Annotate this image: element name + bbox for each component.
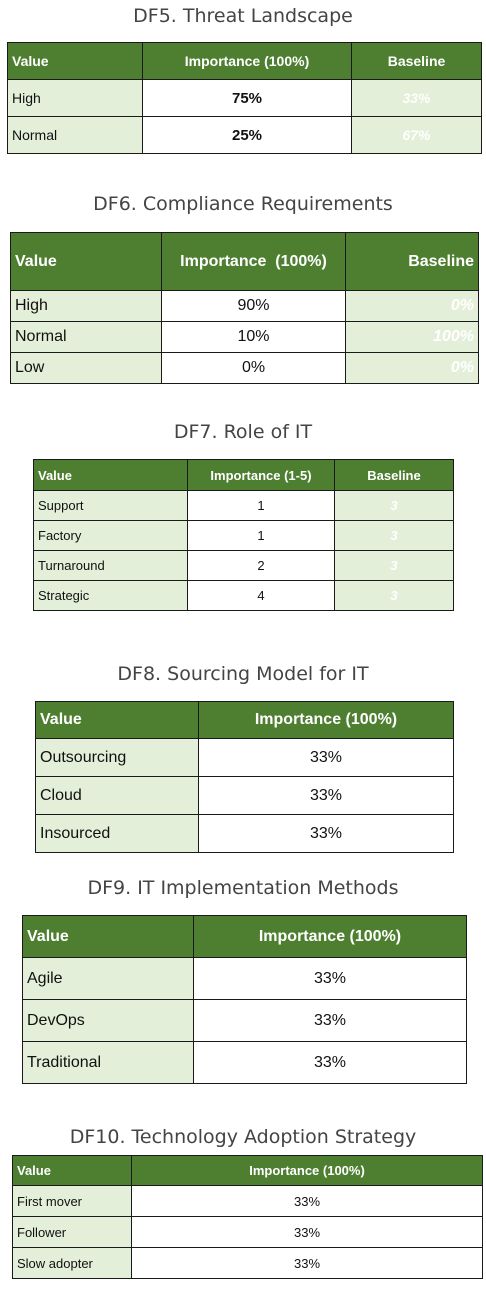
table-header-row: Value Importance (100%) Baseline xyxy=(7,42,482,80)
header-value: Value xyxy=(10,232,162,291)
df6-table: Value Importance (100%) Baseline High 90… xyxy=(10,232,479,384)
row-label: Support xyxy=(33,490,188,521)
table-row: High 75% 33% xyxy=(7,79,482,117)
header-value: Value xyxy=(35,701,199,739)
df5-title: DF5. Threat Landscape xyxy=(133,5,353,27)
header-value: Value xyxy=(22,915,194,958)
row-label: High xyxy=(10,290,162,322)
row-baseline: 0% xyxy=(345,352,479,384)
row-importance: 90% xyxy=(161,290,346,322)
row-label: Normal xyxy=(7,116,143,154)
table-row: Agile 33% xyxy=(22,957,467,1000)
header-baseline: Baseline xyxy=(345,232,479,291)
table-row: Cloud 33% xyxy=(35,776,454,815)
table-row: Follower 33% xyxy=(12,1216,483,1248)
table-row: Outsourcing 33% xyxy=(35,738,454,777)
row-label: Factory xyxy=(33,520,188,551)
table-row: Normal 25% 67% xyxy=(7,116,482,154)
row-importance: 33% xyxy=(131,1216,483,1248)
row-importance: 1 xyxy=(187,490,335,521)
row-importance: 4 xyxy=(187,580,335,611)
table-header-row: Value Importance (100%) Baseline xyxy=(10,232,479,291)
row-label: Slow adopter xyxy=(12,1247,132,1279)
row-label: DevOps xyxy=(22,999,194,1042)
table-row: High 90% 0% xyxy=(10,290,479,322)
row-importance: 1 xyxy=(187,520,335,551)
table-header-row: Value Importance (100%) xyxy=(22,915,467,958)
header-baseline: Baseline xyxy=(351,42,482,80)
row-importance: 75% xyxy=(142,79,352,117)
row-importance: 33% xyxy=(131,1185,483,1217)
row-baseline: 3 xyxy=(334,490,454,521)
row-label: Cloud xyxy=(35,776,199,815)
table-row: DevOps 33% xyxy=(22,999,467,1042)
row-label: Agile xyxy=(22,957,194,1000)
table-row: Turnaround 2 3 xyxy=(33,550,454,581)
table-row: Support 1 3 xyxy=(33,490,454,521)
table-row: First mover 33% xyxy=(12,1185,483,1217)
table-row: Insourced 33% xyxy=(35,814,454,853)
header-importance: Importance (100%) xyxy=(198,701,454,739)
df10-table: Value Importance (100%) First mover 33% … xyxy=(12,1155,483,1279)
row-baseline: 67% xyxy=(351,116,482,154)
row-baseline: 3 xyxy=(334,520,454,551)
row-importance: 33% xyxy=(193,1041,467,1084)
table-row: Traditional 33% xyxy=(22,1041,467,1084)
row-label: First mover xyxy=(12,1185,132,1217)
row-importance: 33% xyxy=(193,999,467,1042)
df9-table: Value Importance (100%) Agile 33% DevOps… xyxy=(22,915,467,1084)
header-value: Value xyxy=(12,1155,132,1186)
df7-table: Value Importance (1-5) Baseline Support … xyxy=(33,459,454,611)
table-row: Factory 1 3 xyxy=(33,520,454,551)
row-label: Turnaround xyxy=(33,550,188,581)
table-row: Strategic 4 3 xyxy=(33,580,454,611)
row-importance: 33% xyxy=(198,776,454,815)
row-importance: 2 xyxy=(187,550,335,581)
header-importance: Importance (100%) xyxy=(142,42,352,80)
table-row: Slow adopter 33% xyxy=(12,1247,483,1279)
df9-title: DF9. IT Implementation Methods xyxy=(87,877,399,899)
row-label: High xyxy=(7,79,143,117)
df10-title: DF10. Technology Adoption Strategy xyxy=(69,1126,417,1148)
row-importance: 0% xyxy=(161,352,346,384)
row-label: Traditional xyxy=(22,1041,194,1084)
row-baseline: 100% xyxy=(345,321,479,353)
row-importance: 33% xyxy=(198,814,454,853)
df8-table: Value Importance (100%) Outsourcing 33% … xyxy=(35,701,454,853)
row-label: Outsourcing xyxy=(35,738,199,777)
row-label: Follower xyxy=(12,1216,132,1248)
df8-title: DF8. Sourcing Model for IT xyxy=(117,663,369,685)
table-row: Low 0% 0% xyxy=(10,352,479,384)
row-label: Normal xyxy=(10,321,162,353)
row-label: Strategic xyxy=(33,580,188,611)
row-importance: 25% xyxy=(142,116,352,154)
row-importance: 33% xyxy=(131,1247,483,1279)
row-baseline: 3 xyxy=(334,580,454,611)
df6-title: DF6. Compliance Requirements xyxy=(93,193,393,215)
row-importance: 33% xyxy=(193,957,467,1000)
row-baseline: 0% xyxy=(345,290,479,322)
row-label: Insourced xyxy=(35,814,199,853)
row-baseline: 3 xyxy=(334,550,454,581)
table-header-row: Value Importance (100%) xyxy=(12,1155,483,1186)
row-importance: 33% xyxy=(198,738,454,777)
row-label: Low xyxy=(10,352,162,384)
header-importance: Importance (100%) xyxy=(193,915,467,958)
header-importance: Importance (100%) xyxy=(161,232,346,291)
header-importance: Importance (1-5) xyxy=(187,459,335,491)
table-row: Normal 10% 100% xyxy=(10,321,479,353)
df7-title: DF7. Role of IT xyxy=(173,421,313,443)
table-header-row: Value Importance (1-5) Baseline xyxy=(33,459,454,491)
header-baseline: Baseline xyxy=(334,459,454,491)
table-header-row: Value Importance (100%) xyxy=(35,701,454,739)
header-value: Value xyxy=(33,459,188,491)
header-value: Value xyxy=(7,42,143,80)
row-importance: 10% xyxy=(161,321,346,353)
df5-table: Value Importance (100%) Baseline High 75… xyxy=(7,42,482,154)
header-importance: Importance (100%) xyxy=(131,1155,483,1186)
row-baseline: 33% xyxy=(351,79,482,117)
